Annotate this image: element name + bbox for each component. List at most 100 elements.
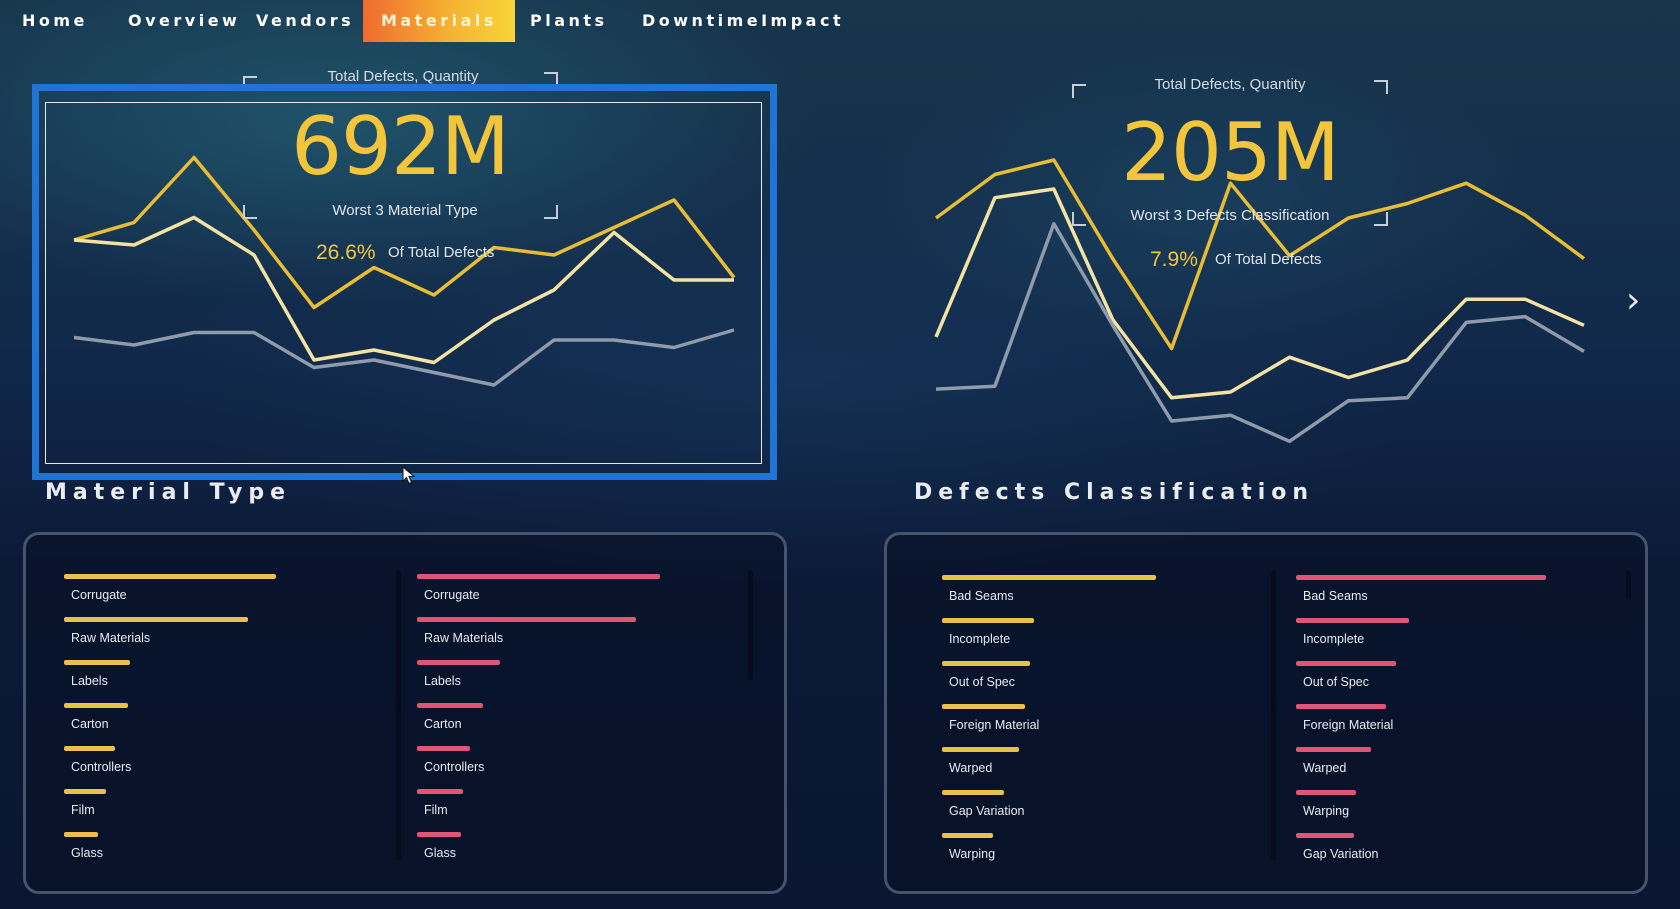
defect-pink-bar[interactable] — [1296, 575, 1546, 580]
left-chart-series-line-2[interactable] — [73, 215, 734, 365]
material-gold-bar[interactable] — [64, 832, 98, 837]
material-pink-bar-item[interactable]: Glass — [417, 832, 680, 872]
defect-pink-bar-item[interactable]: Foreign Material — [1296, 704, 1566, 744]
material-pink-bar-label: Film — [424, 803, 448, 817]
material-gold-bar[interactable] — [64, 789, 106, 794]
mouse-cursor-icon — [402, 466, 416, 485]
defect-pink-bar-item[interactable]: Gap Variation — [1296, 833, 1566, 873]
material-gold-bar[interactable] — [64, 703, 128, 708]
right-kpi-subtitle: Worst 3 Defects Classification — [1130, 207, 1330, 224]
material-gold-bar-label: Carton — [71, 717, 109, 731]
material-gold-bar-item[interactable]: Corrugate — [64, 574, 296, 614]
defect-gold-bar[interactable] — [942, 575, 1156, 580]
material-pink-bar-label: Carton — [424, 717, 462, 731]
defect-pink-bar[interactable] — [1296, 661, 1396, 666]
defect-gold-bar[interactable] — [942, 704, 1025, 709]
material-gold-bar[interactable] — [64, 574, 276, 579]
material-pink-bar[interactable] — [417, 789, 463, 794]
material-gold-bar-item[interactable]: Controllers — [64, 746, 296, 786]
material-pink-bar[interactable] — [417, 617, 636, 622]
right-chart-series-line-1[interactable] — [934, 158, 1586, 351]
material-pink-bar-item[interactable]: Labels — [417, 660, 680, 700]
next-page-chevron-icon[interactable]: › — [1626, 280, 1641, 321]
left-kpi-bracket-br — [544, 205, 558, 219]
left-kpi-subtitle: Worst 3 Material Type — [332, 202, 478, 219]
material-pink-bar-item[interactable]: Film — [417, 789, 680, 829]
defect-pink-bar[interactable] — [1296, 618, 1409, 623]
defect-gold-bar-item[interactable]: Gap Variation — [942, 790, 1176, 830]
material-pink-bar-item[interactable]: Carton — [417, 703, 680, 743]
defect-gold-bar-item[interactable]: Bad Seams — [942, 575, 1176, 615]
material-gold-bar-item[interactable]: Raw Materials — [64, 617, 296, 657]
nav-plants[interactable]: Plants — [530, 11, 608, 30]
right-kpi-percent-label: Of Total Defects — [1215, 251, 1322, 268]
nav-downtime-impact[interactable]: DowntimeImpact — [642, 11, 845, 30]
defect-gold-bar-item[interactable]: Warped — [942, 747, 1176, 787]
material-pink-bar[interactable] — [417, 703, 483, 708]
material-type-heading: Material Type — [45, 480, 292, 505]
defect-gold-bar[interactable] — [942, 833, 993, 838]
defect-pink-bar-item[interactable]: Warping — [1296, 790, 1566, 830]
material-pink-bar[interactable] — [417, 832, 461, 837]
material-gold-bar-item[interactable]: Glass — [64, 832, 296, 872]
defect-pink-bar-label: Out of Spec — [1303, 675, 1370, 689]
defect-gold-bar-label: Out of Spec — [949, 675, 1016, 689]
material-pink-bar-label: Glass — [424, 846, 456, 860]
defect-pink-bar-item[interactable]: Incomplete — [1296, 618, 1566, 658]
defect-pink-bar-label: Warped — [1303, 761, 1347, 775]
material-gold-bar-item[interactable]: Carton — [64, 703, 296, 743]
defect-pink-bar[interactable] — [1296, 833, 1354, 838]
material-pink-bar[interactable] — [417, 660, 500, 665]
defect-gold-bar[interactable] — [942, 661, 1030, 666]
defects-left-scrollbar[interactable] — [1271, 570, 1276, 860]
material-gold-bar-label: Labels — [71, 674, 108, 688]
left-tile-title: Total Defects, Quantity — [327, 68, 479, 85]
defect-pink-bar-item[interactable]: Out of Spec — [1296, 661, 1566, 701]
left-chart-series-line-1[interactable] — [73, 155, 736, 310]
defect-pink-bar[interactable] — [1296, 790, 1356, 795]
nav-materials[interactable]: Materials — [363, 0, 515, 42]
defect-gold-bar-item[interactable]: Out of Spec — [942, 661, 1176, 701]
right-chart-series-line-3[interactable] — [935, 222, 1585, 444]
defect-pink-bar[interactable] — [1296, 704, 1386, 709]
defects-classification-heading: Defects Classification — [914, 480, 1315, 505]
nav-home[interactable]: Home — [22, 11, 88, 30]
material-gold-bar[interactable] — [64, 660, 130, 665]
material-gold-bar-item[interactable]: Film — [64, 789, 296, 829]
left-chart-series-line-3[interactable] — [73, 328, 735, 387]
right-title-bracket-tl — [1072, 84, 1086, 98]
material-pink-bar-item[interactable]: Corrugate — [417, 574, 680, 614]
defect-pink-bar-label: Warping — [1303, 804, 1350, 818]
left-kpi-percent: 26.6% — [316, 241, 376, 264]
defect-gold-bar-label: Warped — [949, 761, 993, 775]
nav-overview[interactable]: Overview — [128, 11, 241, 30]
material-pink-bar-item[interactable]: Controllers — [417, 746, 680, 786]
material-pink-bar[interactable] — [417, 574, 660, 579]
material-pink-bar[interactable] — [417, 746, 470, 751]
defects-right-scrollbar[interactable] — [1626, 570, 1631, 600]
defect-gold-bar-item[interactable]: Incomplete — [942, 618, 1176, 658]
material-gold-bar[interactable] — [64, 617, 248, 622]
defect-gold-bar[interactable] — [942, 790, 1004, 795]
defect-gold-bar-item[interactable]: Foreign Material — [942, 704, 1176, 744]
defect-pink-bar-item[interactable]: Warped — [1296, 747, 1566, 787]
defect-pink-bar-label: Incomplete — [1303, 632, 1365, 646]
material-gold-bar-label: Corrugate — [71, 588, 127, 602]
defect-gold-bar-label: Warping — [949, 847, 996, 861]
right-line-chart[interactable] — [934, 158, 1586, 450]
material-gold-bar-item[interactable]: Labels — [64, 660, 296, 700]
material-gold-bar[interactable] — [64, 746, 115, 751]
right-chart-series-line-2[interactable] — [934, 187, 1585, 400]
defect-gold-bar[interactable] — [942, 618, 1034, 623]
material-right-scrollbar[interactable] — [748, 570, 753, 680]
defect-gold-bar-item[interactable]: Warping — [942, 833, 1176, 873]
material-left-scrollbar[interactable] — [396, 570, 401, 860]
material-pink-bar-label: Corrugate — [424, 588, 480, 602]
defect-gold-bar[interactable] — [942, 747, 1019, 752]
defect-pink-bar-item[interactable]: Bad Seams — [1296, 575, 1566, 615]
material-pink-bar-item[interactable]: Raw Materials — [417, 617, 680, 657]
nav-vendors[interactable]: Vendors — [256, 11, 355, 30]
left-line-chart[interactable] — [73, 150, 736, 440]
material-pink-bar-label: Labels — [424, 674, 461, 688]
defect-pink-bar[interactable] — [1296, 747, 1371, 752]
